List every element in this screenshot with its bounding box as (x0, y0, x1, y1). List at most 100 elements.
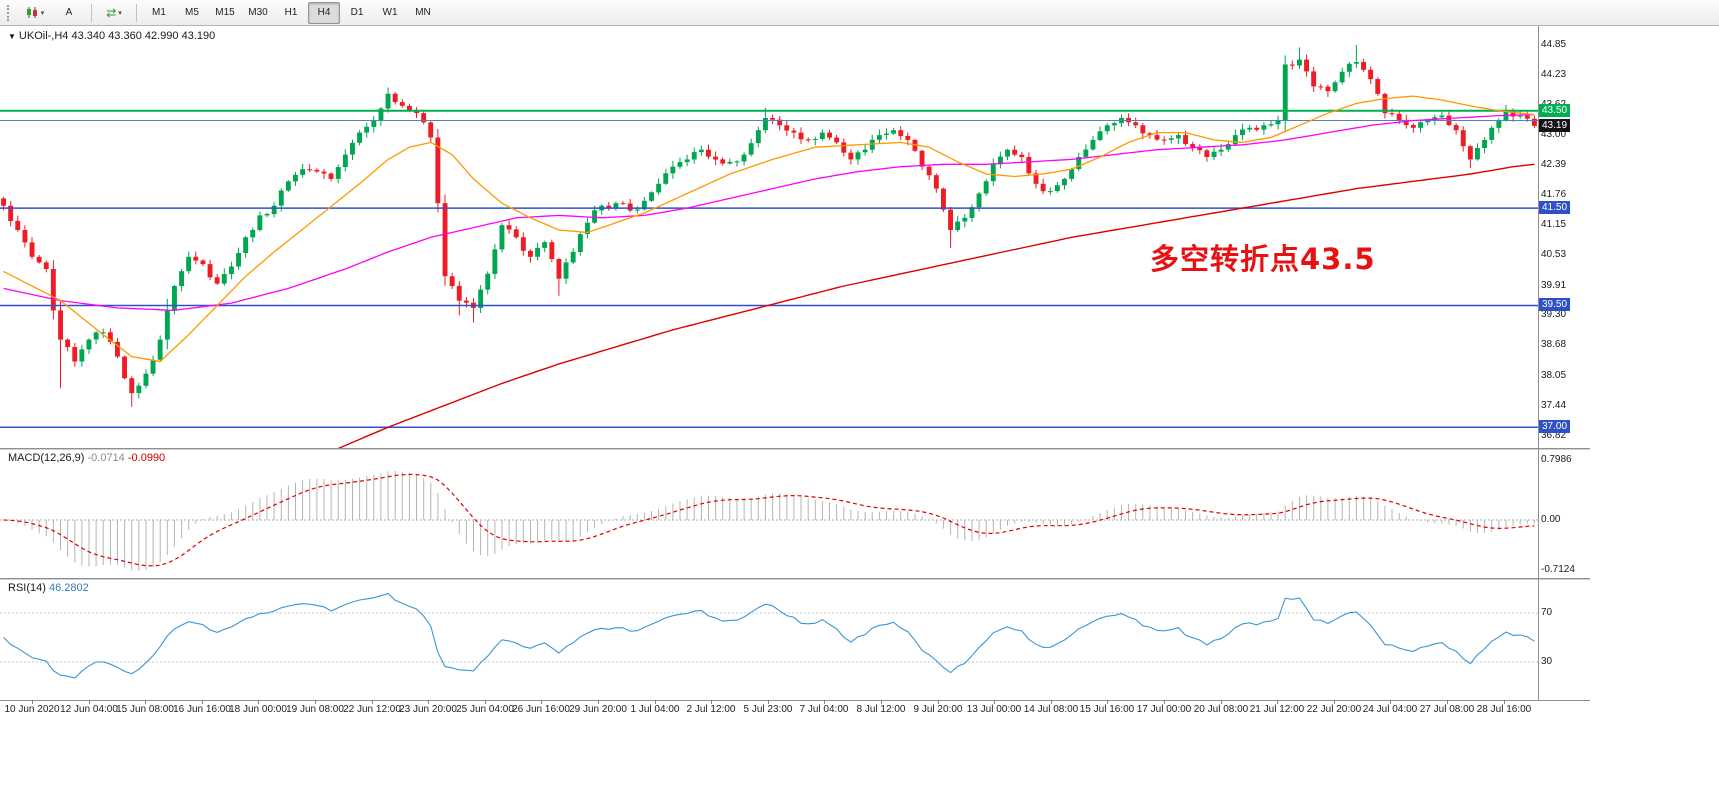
time-axis-label: 9 Jul 20:00 (913, 704, 963, 715)
time-axis-tick (938, 700, 939, 704)
timeframe-group: M1 M5 M15 M30 H1 H4 D1 W1 MN (143, 1, 439, 24)
level-price-label: 39.50 (1539, 298, 1571, 311)
level-price-label: 37.00 (1539, 420, 1571, 433)
level-price-label: 41.50 (1539, 201, 1571, 214)
time-axis-label: 16 Jun 16:00 (173, 704, 231, 715)
time-axis-label: 28 Jul 16:00 (1476, 704, 1532, 715)
chevron-down-icon: ▾ (118, 9, 122, 17)
time-axis-label: 19 Jun 08:00 (286, 704, 344, 715)
macd-axis-min: -0.7124 (1541, 564, 1575, 575)
toolbar-grip[interactable] (7, 4, 14, 21)
time-axis-label: 12 Jun 04:00 (60, 704, 118, 715)
timeframe-button-H1[interactable]: H1 (284, 7, 298, 18)
macd-panel (0, 450, 1538, 583)
timeframe-button-M5[interactable]: M5 (185, 7, 199, 18)
time-axis-label: 15 Jun 08:00 (116, 704, 174, 715)
time-axis-tick (541, 700, 542, 704)
time-axis-label: 17 Jul 00:00 (1136, 704, 1192, 715)
time-axis-label: 14 Jul 08:00 (1023, 704, 1079, 715)
price-axis-label: 40.53 (1541, 249, 1567, 260)
price-axis-label: 39.91 (1541, 280, 1567, 291)
time-axis-tick (1277, 700, 1278, 704)
time-axis-tick (1447, 700, 1448, 704)
price-axis-label: 41.76 (1541, 189, 1567, 200)
chevron-down-icon: ▾ (40, 9, 45, 17)
price-axis-label: 44.85 (1541, 39, 1567, 50)
current-price-label: 43.19 (1539, 119, 1571, 132)
price-axis-label: 44.23 (1541, 69, 1567, 80)
macd-name: MACD(12,26,9) (8, 452, 85, 464)
time-axis-label: 26 Jun 16:00 (512, 704, 570, 715)
macd-axis-zero: 0.00 (1541, 514, 1561, 525)
macd-canvas[interactable] (0, 450, 1538, 578)
time-axis-tick (824, 700, 825, 704)
time-axis-tick (994, 700, 995, 704)
time-axis-tick (768, 700, 769, 704)
top-toolbar: ▾ A ⇄ ▾ M1 M5 M15 M30 H1 H4 D1 W1 MN (0, 0, 1719, 26)
timeframe-button-M15[interactable]: M15 (215, 7, 235, 18)
rsi-label: RSI(14) 46.2802 (8, 582, 89, 594)
time-axis-label: 21 Jul 12:00 (1249, 704, 1305, 715)
rsi-name: RSI(14) (8, 582, 46, 594)
time-axis-tick (485, 700, 486, 704)
time-axis-tick (711, 700, 712, 704)
time-axis-border (0, 700, 1590, 701)
time-axis-tick (428, 700, 429, 704)
time-axis-tick (598, 700, 599, 704)
time-axis-label: 15 Jul 16:00 (1079, 704, 1135, 715)
time-axis-tick (32, 700, 33, 704)
macd-main-value: -0.0714 (87, 452, 125, 464)
time-axis-label: 27 Jul 08:00 (1419, 704, 1475, 715)
price-axis-label: 42.39 (1541, 159, 1567, 170)
time-axis-tick (881, 700, 882, 704)
time-axis-label: 13 Jul 00:00 (966, 704, 1022, 715)
panel-separator[interactable] (0, 448, 1590, 450)
cycle-icon: ⇄ (106, 5, 117, 20)
time-axis-label: 29 Jun 20:00 (569, 704, 627, 715)
candlestick-canvas[interactable] (0, 26, 1538, 453)
time-axis-label: 20 Jul 08:00 (1193, 704, 1249, 715)
time-axis-label: 18 Jun 00:00 (229, 704, 287, 715)
annotate-button[interactable]: A (53, 2, 85, 24)
timeframe-button-M1[interactable]: M1 (152, 7, 166, 18)
timeframe-button-H4[interactable]: H4 (308, 1, 340, 24)
time-axis-tick (202, 700, 203, 704)
time-axis-tick (655, 700, 656, 704)
timeframe-button-MN[interactable]: MN (415, 7, 431, 18)
collapse-triangle-icon[interactable]: ▼ (8, 32, 16, 41)
time-axis-tick (315, 700, 316, 704)
cycle-symbols-button[interactable]: ⇄ ▾ (98, 2, 130, 24)
timeframe-button-M30[interactable]: M30 (248, 7, 268, 18)
rsi-axis-high: 70 (1541, 607, 1553, 618)
candlestick-chart-icon (26, 7, 37, 18)
time-axis-label: 23 Jun 20:00 (399, 704, 457, 715)
macd-axis-max: 0.7986 (1541, 454, 1572, 465)
annotate-button-label: A (65, 7, 73, 18)
toolbar-separator (91, 3, 92, 22)
rsi-canvas[interactable] (0, 580, 1538, 700)
time-axis-label: 2 Jul 12:00 (686, 704, 736, 715)
time-axis-tick (1504, 700, 1505, 704)
chart-annotation: 多空转折点43.5 (1150, 242, 1376, 276)
time-axis-label: 1 Jul 04:00 (630, 704, 680, 715)
time-axis-label: 7 Jul 04:00 (799, 704, 849, 715)
price-axis-label: 36.82 (1541, 430, 1567, 441)
chart-type-button[interactable]: ▾ (19, 2, 51, 24)
panel-separator[interactable] (0, 578, 1590, 580)
time-axis-tick (89, 700, 90, 704)
price-axis-label: 37.44 (1541, 400, 1567, 411)
timeframe-button-D1[interactable]: D1 (350, 7, 364, 18)
rsi-value: 46.2802 (48, 582, 89, 594)
price-axis-label: 39.30 (1541, 309, 1567, 320)
level-price-label: 43.50 (1539, 104, 1571, 117)
symbol-title: ▼ UKOil-,H4 43.340 43.360 42.990 43.190 (8, 30, 215, 42)
price-axis-border (1538, 26, 1539, 700)
macd-label: MACD(12,26,9) -0.0714 -0.0990 (8, 452, 165, 464)
toolbar-separator (136, 3, 137, 22)
timeframe-button-W1[interactable]: W1 (382, 7, 398, 18)
time-axis-label: 10 Jun 2020 (4, 704, 60, 715)
time-axis-tick (1221, 700, 1222, 704)
time-axis-tick (1334, 700, 1335, 704)
time-axis-tick (145, 700, 146, 704)
price-axis-label: 38.05 (1541, 370, 1567, 381)
